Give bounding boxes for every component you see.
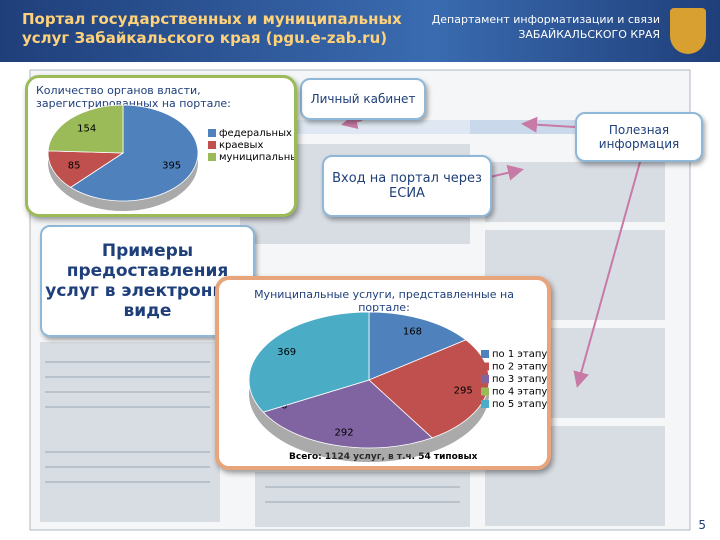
page-number: 5 <box>698 518 706 532</box>
department-line: ЗАБАЙКАЛЬСКОГО КРАЯ <box>518 28 660 41</box>
slide-title: Портал государственных и муниципальных у… <box>22 10 402 47</box>
crest <box>670 8 706 54</box>
legend-label: по 5 этапу <box>492 399 547 410</box>
callout: Личный кабинет <box>300 78 426 120</box>
legend-label: краевых <box>219 140 263 151</box>
legend-swatch <box>481 387 489 396</box>
chart-title: Количество органов власти, зарегистриров… <box>36 84 231 110</box>
data-label: 292 <box>335 428 354 439</box>
legend-label: по 1 этапу <box>492 349 547 360</box>
legend-label: по 4 этапу <box>492 387 547 398</box>
pie-slice <box>47 150 125 188</box>
data-label: 154 <box>77 124 96 135</box>
legend-swatch <box>481 375 489 383</box>
legend-swatch <box>208 141 216 149</box>
data-label: 168 <box>403 326 422 337</box>
department-line: Департамент информатизации и связи <box>431 13 660 26</box>
data-label: 369 <box>277 347 296 358</box>
legend-label: по 3 этапу <box>492 374 547 385</box>
pie-slice <box>69 104 199 202</box>
legend-swatch <box>481 350 489 358</box>
data-label: 295 <box>454 385 473 396</box>
legend-label: федеральных <box>219 128 292 139</box>
data-label: 395 <box>162 161 181 172</box>
legend-swatch <box>481 400 489 408</box>
data-label: 0 <box>281 401 287 412</box>
data-label: 85 <box>68 160 81 171</box>
legend-label: муниципальных <box>219 152 294 163</box>
chart-panel: Муниципальные услуги, представленные на … <box>215 276 551 470</box>
legend-label: по 2 этапу <box>492 362 547 373</box>
chart-title: Муниципальные услуги, представленные на … <box>254 288 514 314</box>
callout: Полезная информация <box>575 112 703 162</box>
department: Департамент информатизации и связи ЗАБАЙК… <box>432 12 660 42</box>
legend-swatch <box>208 129 216 137</box>
chart: 395 85 154 федеральныхкраевыхмуниципальных <box>47 104 294 211</box>
callout: Вход на портал через ЕСИА <box>322 155 492 217</box>
legend-swatch <box>481 362 489 371</box>
pie-slice <box>248 311 370 413</box>
chart-panel: Количество органов власти, зарегистриров… <box>25 75 297 217</box>
pie-slice <box>262 379 433 449</box>
pie-slice <box>368 311 467 381</box>
pie-slice <box>47 104 124 154</box>
header <box>0 0 720 62</box>
legend-swatch <box>208 153 216 161</box>
